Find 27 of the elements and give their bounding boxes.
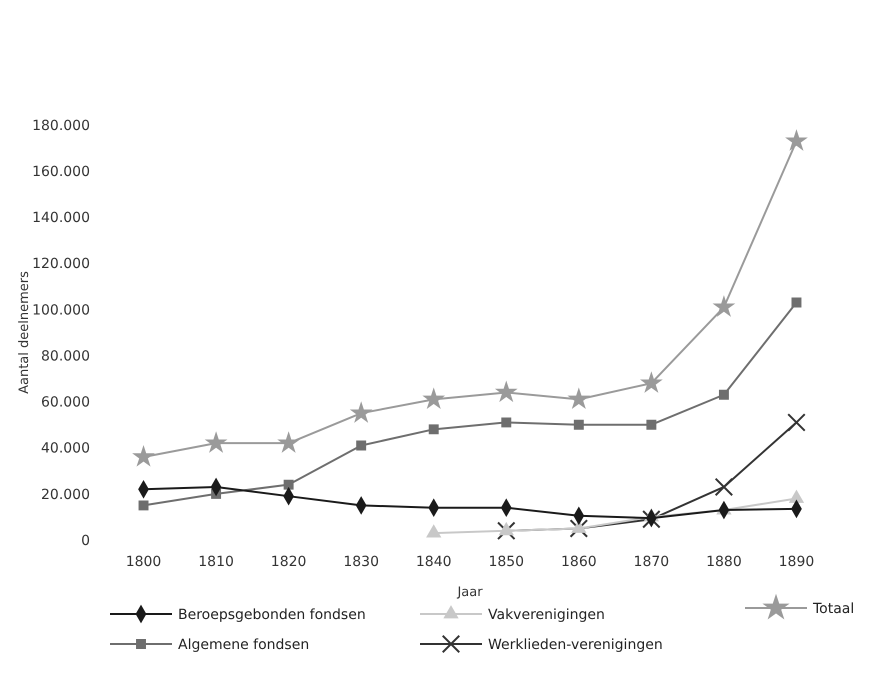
x-tick-label: 1860 (561, 554, 597, 570)
x-tick-label: 1820 (270, 554, 306, 570)
y-tick-label: 80.000 (41, 348, 90, 364)
legend-label: Totaal (812, 600, 854, 617)
y-tick-label: 20.000 (41, 486, 90, 503)
x-tick-label: 1840 (416, 554, 452, 570)
y-tick-label: 0 (81, 532, 90, 549)
y-tick-label: 120.000 (32, 256, 90, 272)
x-tick-label: 1830 (343, 554, 379, 570)
y-tick-label: 100.000 (32, 302, 90, 318)
y-tick-label: 40.000 (41, 440, 90, 457)
y-tick-label: 160.000 (32, 164, 90, 180)
x-tick-label: 1800 (126, 554, 162, 570)
x-tick-label: 1890 (778, 554, 814, 570)
x-axis-title: Jaar (456, 585, 484, 600)
legend-label: Algemene fondsen (178, 636, 310, 653)
y-tick-label: 140.000 (32, 210, 90, 226)
x-tick-label: 1850 (488, 554, 524, 570)
x-tick-label: 1880 (706, 554, 742, 570)
y-tick-label: 60.000 (41, 394, 90, 411)
legend-label: Werklieden-verenigingen (488, 636, 663, 653)
y-axis-title: Aantal deelnemers (17, 270, 32, 394)
x-tick-label: 1810 (198, 554, 234, 570)
legend-label: Beroepsgebonden fondsen (178, 606, 366, 623)
legend-label: Vakverenigingen (488, 606, 605, 623)
y-tick-label: 180.000 (32, 118, 90, 134)
x-tick-label: 1870 (634, 554, 670, 570)
